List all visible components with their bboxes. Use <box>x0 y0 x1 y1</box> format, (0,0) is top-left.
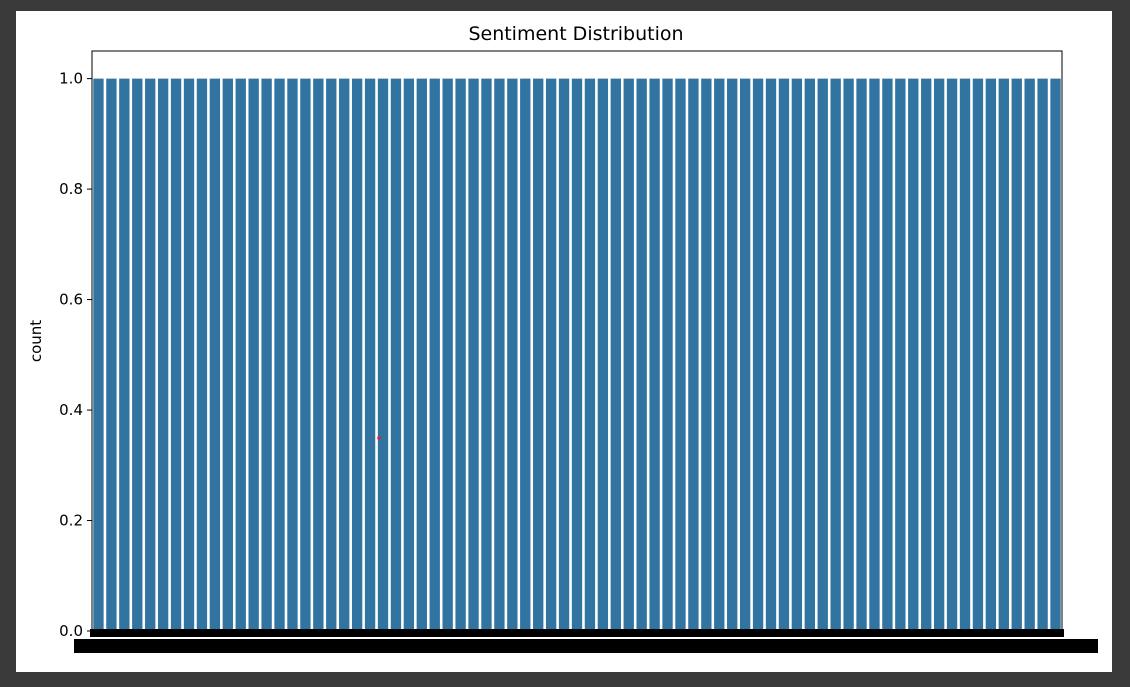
bar <box>455 78 466 632</box>
bar <box>403 78 415 632</box>
bar <box>545 78 557 632</box>
bar <box>752 78 764 632</box>
y-tick-label: 1.0 <box>59 70 83 88</box>
bar <box>170 78 182 632</box>
bar <box>274 78 285 632</box>
bar <box>662 78 673 632</box>
bar <box>119 78 130 632</box>
bar <box>429 78 440 632</box>
bar <box>610 78 621 632</box>
x-tick-label-overlap-band <box>90 629 1064 637</box>
bar <box>791 78 803 632</box>
bar <box>597 78 609 632</box>
bar <box>377 78 389 632</box>
bar <box>933 78 945 632</box>
bar <box>183 78 195 632</box>
bar <box>248 78 259 632</box>
bar <box>972 78 984 632</box>
bar <box>287 78 298 632</box>
bar <box>364 78 376 632</box>
bar <box>1024 78 1035 632</box>
x-tick-label-overlap-band <box>74 639 1098 653</box>
bar <box>946 78 958 632</box>
bar <box>998 78 1009 632</box>
bar <box>157 78 169 632</box>
bar <box>339 78 350 632</box>
bar <box>675 78 686 632</box>
bar <box>132 78 143 632</box>
bar <box>222 78 233 632</box>
bar <box>494 78 505 632</box>
bar <box>571 78 583 632</box>
bar <box>468 78 479 632</box>
bar <box>584 78 596 632</box>
bar <box>830 78 841 632</box>
bar <box>739 78 751 632</box>
bar <box>93 78 104 632</box>
bar <box>869 78 880 632</box>
bar <box>714 78 725 632</box>
bar <box>558 78 570 632</box>
bar <box>727 78 738 632</box>
y-tick-label: 0.8 <box>59 180 83 198</box>
bar <box>416 78 427 632</box>
bar <box>843 78 854 632</box>
bar <box>1050 78 1061 632</box>
bar <box>649 78 660 632</box>
bar <box>235 78 246 632</box>
bar <box>145 78 156 632</box>
bar <box>778 78 790 632</box>
bar <box>390 78 402 632</box>
bar <box>985 78 997 632</box>
bar <box>1011 78 1022 632</box>
y-tick-label: 0.6 <box>59 291 83 309</box>
y-tick-label: 0.0 <box>59 622 83 640</box>
bar <box>882 78 893 632</box>
bar <box>351 78 363 632</box>
y-axis-ticks: 0.0 0.2 0.4 0.6 0.8 1.0 <box>59 70 92 640</box>
y-tick-label: 0.4 <box>59 401 83 419</box>
bar <box>261 78 272 632</box>
bar <box>326 78 337 632</box>
sentiment-bar-chart: Sentiment Distribution count 0.00.20.40.… <box>27 23 1098 653</box>
bar <box>765 78 777 632</box>
y-axis-label: count <box>27 320 45 362</box>
bar <box>636 78 647 632</box>
chart-figure: Sentiment Distribution count 0.0 0.2 0.4 0.… <box>16 11 1112 672</box>
bar <box>701 78 712 632</box>
bar <box>196 78 208 632</box>
bar <box>908 78 919 632</box>
bar <box>817 78 828 632</box>
bar <box>1037 78 1048 632</box>
bar <box>442 78 453 632</box>
y-tick-label: 0.2 <box>59 512 83 530</box>
bar <box>520 78 531 632</box>
cursor-marker <box>377 436 381 440</box>
bar <box>300 78 311 632</box>
bar <box>623 78 634 632</box>
bar <box>533 78 544 632</box>
bar <box>921 78 932 632</box>
bar <box>688 78 699 632</box>
bar <box>507 78 518 632</box>
bar <box>313 78 324 632</box>
bar <box>804 78 815 632</box>
bar <box>481 78 492 632</box>
bar <box>209 78 221 632</box>
x-tick-labels <box>74 629 1098 653</box>
bar <box>895 78 906 632</box>
chart-title: Sentiment Distribution <box>468 23 683 45</box>
bar <box>106 78 117 632</box>
bar <box>959 78 971 632</box>
bars-group <box>93 78 1061 632</box>
bar <box>856 78 867 632</box>
axes-frame <box>91 50 1063 632</box>
